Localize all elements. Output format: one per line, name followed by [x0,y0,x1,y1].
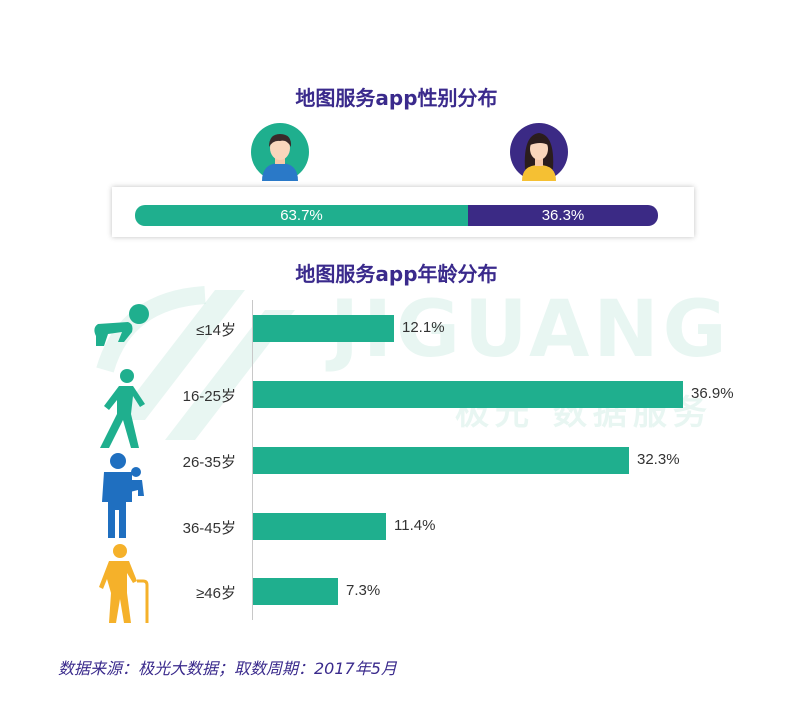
watermark-brand: JIGUANG [330,285,731,375]
age-label-over-46: ≥46岁 [196,585,236,602]
age-value-26-35: 32.3% [637,451,680,468]
age-label-36-45: 36-45岁 [182,520,236,537]
age-label-26-35: 26-35岁 [182,454,236,471]
parent-carrying-child-icon [100,452,148,543]
age-bar-26-35 [253,447,629,474]
age-chart-axis [252,300,253,620]
female-avatar-icon [510,123,568,186]
age-value-under-14: 12.1% [402,319,445,336]
age-value-36-45: 11.4% [394,517,436,534]
age-bar-under-14 [253,315,394,342]
crawling-baby-icon [90,302,152,357]
age-bar-36-45 [253,513,386,540]
age-bar-over-46 [253,578,338,605]
data-source-note: 数据来源：极光大数据；取数周期：2017年5月 [58,659,397,678]
age-chart-title: 地图服务app年龄分布 [295,262,498,286]
age-value-over-46: 7.3% [346,582,381,599]
gender-chart-title: 地图服务app性别分布 [295,86,498,110]
age-bar-16-25 [253,381,683,408]
male-avatar-icon [251,123,309,186]
age-label-under-14: ≤14岁 [196,322,236,339]
age-value-16-25: 36.9% [691,385,734,402]
age-label-16-25: 16-25岁 [182,388,236,405]
male-share-bar: 63.7% [135,205,468,226]
elderly-cane-icon [97,543,153,628]
female-share-bar: 36.3% [468,205,658,226]
walking-person-icon [95,368,153,455]
